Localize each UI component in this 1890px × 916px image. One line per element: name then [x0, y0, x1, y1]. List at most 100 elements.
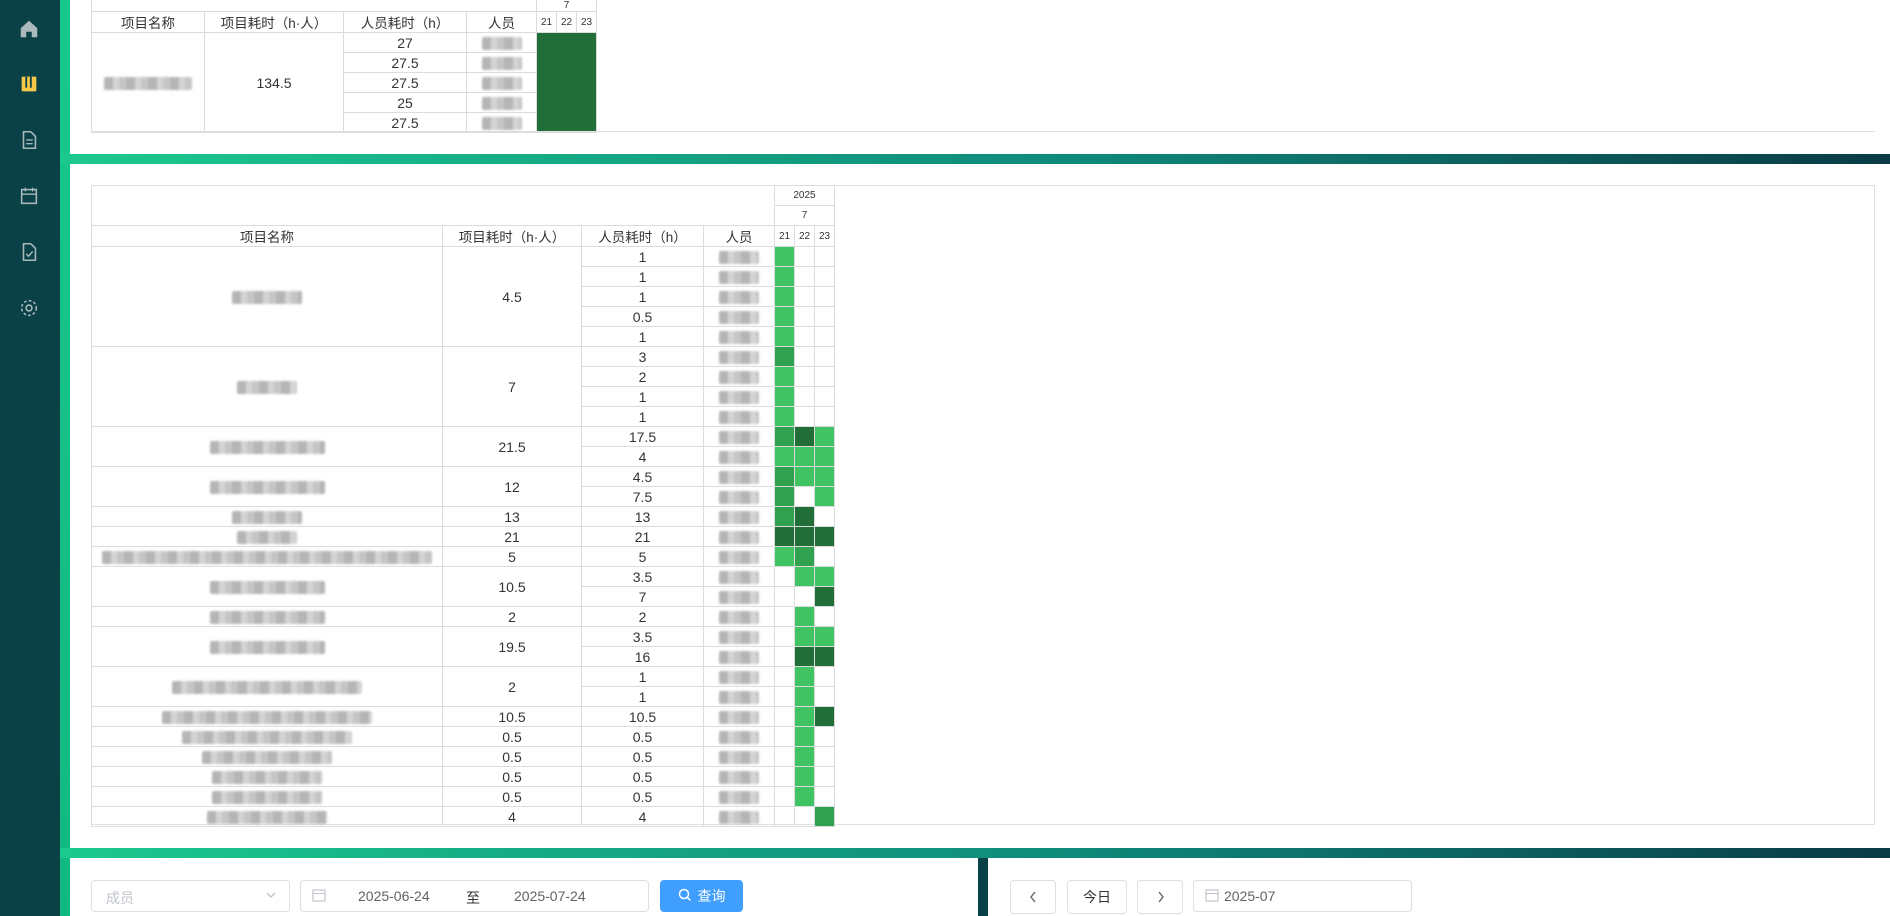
redacted-text	[719, 651, 759, 665]
query-button-label: 查询	[697, 888, 726, 904]
redacted-text	[209, 481, 325, 495]
heat-cell	[814, 626, 835, 647]
redacted-text	[202, 751, 332, 765]
date-range-picker[interactable]: 2025-06-24 至 2025-07-24	[300, 880, 649, 912]
table-row: 1	[92, 286, 835, 307]
member-hours-cell: 1	[581, 266, 704, 287]
filter-panel: 成员 2025-06-24 至 2025-07-24 查询	[70, 858, 978, 916]
redacted-text	[719, 431, 759, 445]
redacted-text	[719, 371, 759, 385]
redacted-text	[719, 751, 759, 765]
heat-cell	[814, 406, 835, 427]
member-cell	[466, 112, 537, 133]
settings-icon[interactable]	[18, 297, 40, 319]
member-cell	[703, 646, 775, 667]
project-hours-cell: 4	[442, 806, 582, 827]
member-hours-cell: 3.5	[581, 566, 704, 587]
heat-cell	[814, 286, 835, 307]
heat-cell	[774, 266, 795, 287]
redacted-text	[719, 471, 759, 485]
redacted-text	[237, 381, 297, 395]
heat-cell	[814, 666, 835, 687]
member-hours-cell: 16	[581, 646, 704, 667]
project-hours-cell: 13	[442, 506, 582, 527]
member-hours-cell: 2	[581, 606, 704, 627]
today-button[interactable]: 今日	[1067, 880, 1127, 914]
heat-cell	[774, 626, 795, 647]
project-hours-cell: 7	[442, 346, 582, 427]
calendar-icon	[1205, 888, 1219, 905]
heat-cell	[794, 686, 815, 707]
table-row: 0.5 0.5	[91, 746, 835, 767]
project-name-cell	[91, 346, 443, 427]
member-hours-cell: 1	[581, 386, 704, 407]
home-icon[interactable]	[18, 18, 40, 40]
member-cell	[466, 92, 537, 113]
heat-cell	[794, 466, 815, 487]
redacted-text	[212, 791, 322, 805]
top-month-header: 7	[536, 0, 597, 12]
project-hours-cell: 19.5	[442, 626, 582, 667]
table-row: 7	[92, 586, 835, 607]
redacted-text	[172, 681, 362, 695]
heat-cell	[794, 386, 815, 407]
calendar-icon[interactable]	[18, 185, 40, 207]
member-hours-cell: 13	[581, 506, 704, 527]
month-picker-value: 2025-07	[1224, 888, 1276, 904]
member-hours-cell: 0.5	[581, 306, 704, 327]
member-hours-cell: 27.5	[343, 72, 467, 93]
member-hours-cell: 27.5	[343, 52, 467, 73]
project-name-cell	[91, 506, 443, 527]
member-cell	[703, 706, 775, 727]
redacted-text	[719, 311, 759, 325]
project-name-cell	[91, 786, 443, 807]
member-hours-cell: 27.5	[343, 112, 467, 133]
checklist-icon[interactable]	[18, 241, 40, 263]
member-hours-cell: 1	[581, 666, 704, 687]
redacted-text	[719, 331, 759, 345]
heat-cell	[794, 326, 815, 347]
heat-cell	[774, 306, 795, 327]
table-row: 4.5 1	[91, 246, 835, 347]
table-row: 0.5 0.5	[91, 786, 835, 807]
heat-cell	[814, 586, 835, 607]
heat-cell	[814, 466, 835, 487]
table-row: 13 13	[91, 506, 835, 527]
next-month-button[interactable]	[1137, 880, 1183, 914]
book-icon[interactable]	[18, 73, 40, 95]
date-start-input[interactable]: 2025-06-24	[358, 888, 430, 904]
query-button[interactable]: 查询	[660, 880, 743, 912]
prev-month-button[interactable]	[1010, 880, 1056, 914]
top-panel: 7 项目名称 项目耗时（h·人） 人员耗时（h） 人员 21 22 23 134…	[70, 0, 1890, 154]
heat-cell	[774, 546, 795, 567]
day-header: 21	[774, 225, 795, 247]
member-cell	[703, 286, 775, 307]
project-hours-cell: 0.5	[442, 766, 582, 787]
member-cell	[466, 52, 537, 73]
header-project-hours: 项目耗时（h·人）	[204, 11, 344, 33]
member-hours-cell: 1	[581, 686, 704, 707]
redacted-text	[719, 391, 759, 405]
date-end-input[interactable]: 2025-07-24	[514, 888, 586, 904]
table-row: 4	[92, 446, 835, 467]
member-hours-cell: 1	[581, 286, 704, 307]
month-picker[interactable]: 2025-07	[1193, 880, 1412, 912]
member-hours-cell: 25	[343, 92, 467, 113]
member-select[interactable]: 成员	[91, 880, 290, 912]
document-icon[interactable]	[18, 129, 40, 151]
heat-cell	[774, 666, 795, 687]
heat-cell	[814, 326, 835, 347]
heat-cell	[814, 686, 835, 707]
project-hours-cell: 2	[442, 606, 582, 627]
project-hours-cell: 134.5	[204, 32, 344, 133]
heat-cell	[814, 346, 835, 367]
heat-cell	[794, 306, 815, 327]
member-cell	[703, 426, 775, 447]
redacted-text	[182, 731, 352, 745]
redacted-text	[209, 441, 325, 455]
heat-cell	[774, 466, 795, 487]
member-cell	[703, 686, 775, 707]
